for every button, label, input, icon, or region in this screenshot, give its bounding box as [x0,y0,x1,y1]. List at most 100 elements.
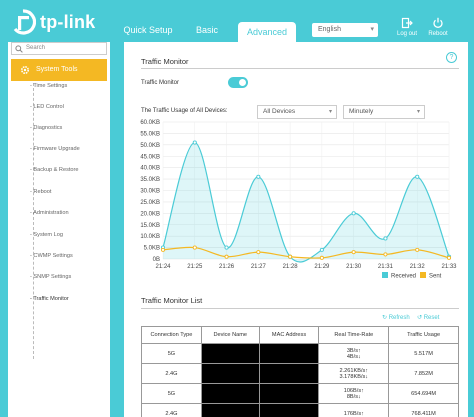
sidebar-item-led-control[interactable]: - LED Control [30,104,64,110]
sidebar-item-firmware-upgrade[interactable]: - Firmware Upgrade [30,146,80,152]
main-content: ? Traffic Monitor Traffic Monitor The Tr… [124,42,468,417]
y-tick-label: 20.0KB [140,211,160,217]
table-row: 5G 106B/s↑ 8B/s↓ 654.694M [141,383,459,404]
column-header: Connection Type [141,326,202,344]
traffic-table: Connection Type Device Name MAC Address … [141,326,459,417]
x-tick-label: 21:24 [155,264,171,270]
data-point-received [415,174,420,179]
data-point-sent [256,250,261,255]
logout-button[interactable]: Log out [393,17,421,37]
chevron-down-icon: ▾ [416,109,420,115]
interval-select[interactable]: Minutely ▾ [343,105,425,119]
refresh-button[interactable]: ↻ Refresh [382,314,410,321]
y-tick-label: 5.0KB [144,246,160,252]
interval-select-value: Minutely [349,108,374,115]
device-name-redacted [200,343,260,364]
column-header: Traffic Usage [388,326,459,344]
rate-up: 106B/s↑ [343,387,364,394]
table-row: 5G 3B/s↑ 4B/s↓ 5.517M [141,343,459,364]
real-time-rate: 2.261KB/s↑ 3.178KB/s↓ [318,363,390,384]
y-tick-label: 25.0KB [140,200,160,206]
reset-icon: ↺ [417,315,423,321]
sidebar-item-administration[interactable]: - Administration [30,210,69,216]
help-icon[interactable]: ? [446,52,457,63]
y-tick-label: 60.0KB [140,120,160,126]
traffic-usage: 5.517M [388,343,459,364]
data-point-sent [446,255,452,260]
search-input[interactable]: Search [11,42,107,55]
logout-icon [401,17,413,29]
reset-button[interactable]: ↺ Reset [417,314,439,321]
sidebar-item-system-tools[interactable]: System Tools [11,59,107,81]
data-point-sent [160,247,166,252]
y-tick-label: 15.0KB [140,223,160,229]
column-header: Device Name [200,326,260,344]
logout-label: Log out [396,31,418,37]
tp-link-logo: tp-link [10,9,95,35]
y-tick-label: 30.0KB [140,189,160,195]
reboot-label: Reboot [428,31,448,37]
data-point-received [319,247,324,252]
real-time-rate: 3B/s↑ 4B/s↓ [318,343,390,364]
traffic-usage: 7.852M [388,363,459,384]
connection-type: 5G [141,343,202,364]
chevron-down-icon: ▾ [370,26,374,33]
legend-swatch [382,272,388,278]
mac-address-redacted [258,363,320,384]
data-point-sent [383,252,388,257]
reboot-button[interactable]: Reboot [424,17,452,37]
mac-address-redacted [258,383,320,404]
tab-quick-setup[interactable]: Quick Setup [123,25,173,35]
mac-address-redacted [258,403,320,417]
sidebar-item-backup-restore[interactable]: - Backup & Restore [30,167,79,173]
gear-icon [20,65,30,75]
refresh-icon: ↻ [382,315,388,321]
column-header: Real Time-Rate [318,326,390,344]
x-tick-label: 21:33 [441,264,457,270]
sidebar-item-system-log[interactable]: - System Log [30,232,63,238]
sidebar-item-time-settings[interactable]: - Time Settings [30,83,68,89]
x-tick-label: 21:29 [314,264,330,270]
data-point-received [256,174,261,179]
tab-advanced[interactable]: Advanced [238,22,296,42]
legend-swatch [420,272,426,278]
tab-basic[interactable]: Basic [195,25,218,35]
sidebar-item-reboot[interactable]: - Reboot [30,189,52,195]
sidebar-item-cwmp-settings[interactable]: - CWMP Settings [30,253,73,259]
x-tick-label: 21:27 [251,264,267,270]
sidebar-item-diagnostics[interactable]: - Diagnostics [30,125,63,131]
x-tick-label: 21:25 [187,264,203,270]
rate-up: 3B/s↑ [346,347,361,354]
sidebar-item-traffic-monitor[interactable]: - Traffic Monitor [30,296,69,302]
real-time-rate: 106B/s↑ 8B/s↓ [318,383,390,404]
language-select[interactable]: English ▾ [312,23,378,37]
data-point-sent [351,250,356,255]
sidebar-item-snmp-settings[interactable]: - SNMP Settings [30,274,72,280]
chart-legend: Received Sent [382,272,442,280]
rate-down: 8B/s↓ [346,393,361,400]
x-tick-label: 21:28 [283,264,299,270]
legend-label: Received [391,274,416,280]
series-line-sent [162,246,450,259]
connection-type: 5G [141,383,202,404]
device-select[interactable]: All Devices ▾ [257,105,337,119]
legend-label: Sent [429,274,442,280]
connection-type: 2.4G [141,363,202,384]
traffic-usage: 768.411M [388,403,459,417]
rate-up: 176B/s↑ [343,410,364,417]
data-point-sent [288,254,293,259]
traffic-monitor-toggle[interactable] [228,77,248,88]
submenu-connector [33,83,34,359]
mac-address-redacted [258,343,320,364]
search-icon [15,45,23,53]
traffic-chart: 0B 5.0KB 10.0KB 15.0KB 20.0KB 25.0KB 30.0KB 35.… [140,120,457,280]
tp-link-logo-icon [13,9,36,35]
table-row: 2.4G 2.261KB/s↑ 3.178KB/s↓ 7.852M [141,363,459,384]
y-tick-label: 55.0KB [140,131,160,137]
y-tick-label: 45.0KB [140,154,160,160]
traffic-usage: 654.694M [388,383,459,404]
y-tick-label: 40.0KB [140,166,160,172]
x-tick-label: 21:26 [219,264,235,270]
y-axis-ticks: 0B 5.0KB 10.0KB 15.0KB 20.0KB 25.0KB 30.0KB 35.… [140,120,160,263]
traffic-list-title: Traffic Monitor List [141,296,203,305]
